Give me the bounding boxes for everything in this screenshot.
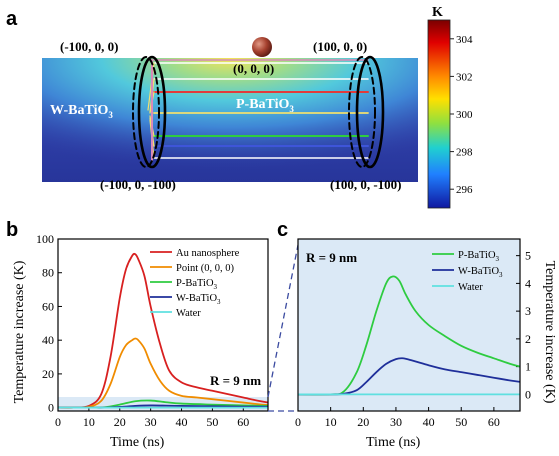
chart-c-background xyxy=(298,239,520,411)
y-tick-label: 100 xyxy=(36,232,54,246)
series-line-1 xyxy=(58,337,268,409)
probe-cylinder xyxy=(132,55,385,169)
coord-bottom-left: (-100, 0, -100) xyxy=(100,177,176,192)
series-group xyxy=(58,252,268,409)
legend-label: P-BaTiO3 xyxy=(458,250,500,263)
legend-label: Water xyxy=(176,308,201,319)
legend-label: Point (0, 0, 0) xyxy=(176,263,235,274)
legend-label: Au nanosphere xyxy=(176,248,240,259)
chart-c-ylabel: Temperature increase (K) xyxy=(542,261,557,404)
coord-top-right: (100, 0, 0) xyxy=(313,39,367,54)
zoom-connector-top xyxy=(267,244,299,398)
panel-b: b 0 10 20 30 40 50 60 0 20 40 60 80 100 R = 9 nm Au … xyxy=(6,219,269,450)
x-tick-label: 0 xyxy=(295,415,301,429)
chart-b-legend: Au nanosphere Point (0, 0, 0) P-BaTiO3 W-Ba… xyxy=(150,248,240,319)
legend-label: W-BaTiO3 xyxy=(176,293,221,306)
series-line-0 xyxy=(58,252,268,409)
panel-a-letter: a xyxy=(6,8,18,30)
chart-b-annotation: R = 9 nm xyxy=(210,373,261,388)
legend-label: P-BaTiO3 xyxy=(176,278,218,291)
heat-map-region xyxy=(42,58,418,182)
cylinder-left-back-edge xyxy=(132,56,160,168)
coord-center: (0, 0, 0) xyxy=(233,61,274,76)
panel-c-letter: c xyxy=(277,219,288,241)
x-tick-label: 20 xyxy=(114,415,126,429)
series-line-1 xyxy=(298,357,520,396)
panel-a: a (-100, 0, 0) (100, 0, 0) (0, 0, 0 xyxy=(6,5,473,209)
series-line-0 xyxy=(298,275,520,396)
y-tick-label: 60 xyxy=(42,299,54,313)
panel-b-letter: b xyxy=(6,219,18,241)
x-tick-label: 40 xyxy=(423,415,435,429)
x-tick-label: 10 xyxy=(83,415,95,429)
y-tick-label: 3 xyxy=(525,304,531,318)
colorbar-tick-label: 300 xyxy=(456,109,473,121)
cylinder-right-back-edge xyxy=(348,56,376,168)
colorbar-unit: K xyxy=(432,5,443,20)
au-nanosphere-particle xyxy=(252,37,272,57)
y-tick-label: 5 xyxy=(525,249,531,263)
y-tick-label: 0 xyxy=(525,387,531,401)
cylinder-right-front-edge xyxy=(355,55,385,169)
y-tick-label: 80 xyxy=(42,266,54,280)
series-group xyxy=(298,275,520,396)
colorbar-tick-label: 296 xyxy=(456,184,473,196)
x-tick-label: 30 xyxy=(390,415,402,429)
chart-c: 0 10 20 30 40 50 60 0 1 2 3 4 5 xyxy=(295,249,531,429)
label-p-batio3: P-BaTiO3 xyxy=(236,97,294,114)
colorbar-gradient xyxy=(427,19,451,209)
zoom-highlight-band xyxy=(58,397,268,411)
chart-b-ylabel: Temperature increase (K) xyxy=(12,260,27,403)
label-w-batio3: W-BaTiO3 xyxy=(50,103,113,120)
chart-c-legend: P-BaTiO3 W-BaTiO3 Water xyxy=(432,250,503,293)
chart-c-xlabel: Time (ns) xyxy=(366,435,421,450)
x-tick-label: 40 xyxy=(176,415,188,429)
x-tick-label: 60 xyxy=(488,415,500,429)
x-tick-label: 50 xyxy=(206,415,218,429)
colorbar-ticks: 304 302 300 298 296 xyxy=(450,34,473,196)
y-tick-label: 40 xyxy=(42,333,54,347)
panel-c: c 0 10 20 30 40 50 60 0 1 2 3 4 5 R = 9 nm P-BaTiO3 W… xyxy=(277,219,557,450)
legend-label: W-BaTiO3 xyxy=(458,266,503,279)
chart-b-xlabel: Time (ns) xyxy=(110,435,165,450)
colorbar-tick-label: 302 xyxy=(456,71,473,83)
chart-c-frame xyxy=(297,238,521,412)
colorbar-tick-label: 298 xyxy=(456,147,473,159)
y-tick-label: 0 xyxy=(48,401,54,415)
y-tick-label: 4 xyxy=(525,276,531,290)
coord-top-left: (-100, 0, 0) xyxy=(60,39,119,54)
y-tick-label: 1 xyxy=(525,360,531,374)
coord-bottom-right: (100, 0, -100) xyxy=(330,177,402,192)
colorbar: K 304 302 300 298 296 xyxy=(427,5,473,209)
x-tick-label: 10 xyxy=(325,415,337,429)
cylinder-left-front-edge xyxy=(137,55,167,169)
x-tick-label: 30 xyxy=(145,415,157,429)
y-tick-label: 20 xyxy=(42,367,54,381)
y-tick-label: 2 xyxy=(525,332,531,346)
chart-b-frame xyxy=(57,238,269,412)
x-tick-label: 20 xyxy=(357,415,369,429)
chart-c-annotation: R = 9 nm xyxy=(306,250,357,265)
colorbar-tick-label: 304 xyxy=(456,34,473,46)
x-tick-label: 0 xyxy=(55,415,61,429)
x-tick-label: 60 xyxy=(237,415,249,429)
chart-b: 0 10 20 30 40 50 60 0 20 40 60 80 100 xyxy=(36,232,268,429)
legend-label: Water xyxy=(458,282,483,293)
x-tick-label: 50 xyxy=(455,415,467,429)
